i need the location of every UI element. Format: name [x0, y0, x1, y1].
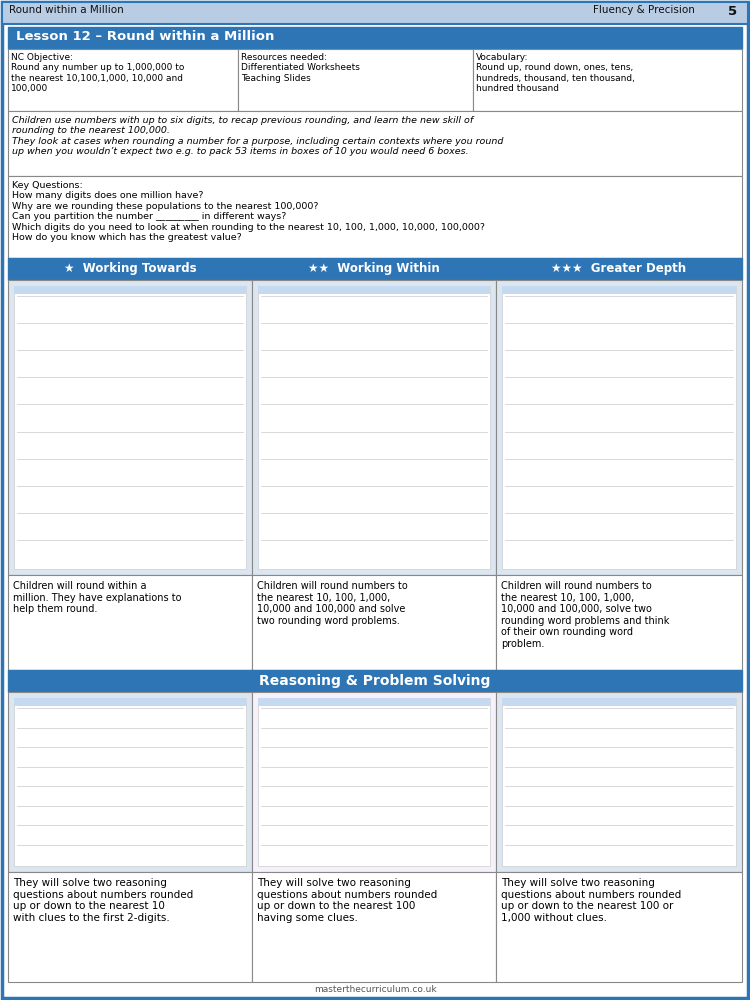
- Bar: [252, 280, 496, 575]
- Bar: [496, 280, 742, 575]
- Text: Resources needed:
Differentiated Worksheets
Teaching Slides: Resources needed: Differentiated Workshe…: [241, 53, 360, 83]
- Bar: [502, 698, 736, 706]
- Bar: [14, 286, 246, 294]
- Bar: [496, 872, 742, 982]
- Text: They will solve two reasoning
questions about numbers rounded
up or down to the : They will solve two reasoning questions …: [501, 878, 681, 923]
- Text: masterthecurriculum.co.uk: masterthecurriculum.co.uk: [314, 985, 436, 994]
- Text: NC Objective:
Round any number up to 1,000,000 to
the nearest 10,100,1,000, 10,0: NC Objective: Round any number up to 1,0…: [11, 53, 184, 93]
- Bar: [252, 258, 496, 280]
- Bar: [502, 286, 736, 569]
- Bar: [258, 698, 490, 706]
- Bar: [252, 872, 496, 982]
- Text: Children use numbers with up to six digits, to recap previous rounding, and lear: Children use numbers with up to six digi…: [12, 116, 503, 156]
- Bar: [473, 49, 742, 111]
- Text: Reasoning & Problem Solving: Reasoning & Problem Solving: [260, 674, 490, 688]
- Bar: [2, 2, 748, 24]
- Text: Children will round numbers to
the nearest 10, 100, 1,000,
10,000 and 100,000, s: Children will round numbers to the neare…: [501, 581, 669, 649]
- Bar: [14, 286, 246, 569]
- Bar: [8, 176, 742, 258]
- Bar: [496, 258, 742, 280]
- Bar: [8, 692, 252, 872]
- Text: 5: 5: [728, 5, 737, 18]
- Bar: [252, 575, 496, 670]
- Text: ★  Working Towards: ★ Working Towards: [64, 262, 196, 275]
- Text: They will solve two reasoning
questions about numbers rounded
up or down to the : They will solve two reasoning questions …: [13, 878, 194, 923]
- Text: Lesson 12 – Round within a Million: Lesson 12 – Round within a Million: [16, 30, 274, 43]
- Bar: [8, 27, 742, 49]
- Bar: [496, 692, 742, 872]
- Text: Round within a Million: Round within a Million: [9, 5, 124, 15]
- Bar: [8, 280, 252, 575]
- Bar: [8, 49, 238, 111]
- Bar: [496, 575, 742, 670]
- Bar: [14, 698, 246, 706]
- Text: Fluency & Precision: Fluency & Precision: [593, 5, 694, 15]
- Text: Children will round within a
million. They have explanations to
help them round.: Children will round within a million. Th…: [13, 581, 181, 614]
- Bar: [258, 286, 490, 569]
- Bar: [502, 286, 736, 294]
- Bar: [258, 698, 490, 866]
- Bar: [8, 872, 252, 982]
- Text: They will solve two reasoning
questions about numbers rounded
up or down to the : They will solve two reasoning questions …: [257, 878, 437, 923]
- Text: Key Questions:
How many digits does one million have?
Why are we rounding these : Key Questions: How many digits does one …: [12, 181, 485, 242]
- Bar: [258, 286, 490, 294]
- Text: Vocabulary:
Round up, round down, ones, tens,
hundreds, thousand, ten thousand,
: Vocabulary: Round up, round down, ones, …: [476, 53, 634, 93]
- Bar: [8, 575, 252, 670]
- Bar: [502, 698, 736, 866]
- Bar: [8, 27, 742, 49]
- Bar: [238, 49, 473, 111]
- Text: ★★  Working Within: ★★ Working Within: [308, 262, 440, 275]
- Bar: [14, 698, 246, 866]
- Bar: [8, 670, 742, 692]
- Bar: [252, 692, 496, 872]
- Bar: [8, 111, 742, 176]
- Bar: [8, 258, 252, 280]
- Text: Children will round numbers to
the nearest 10, 100, 1,000,
10,000 and 100,000 an: Children will round numbers to the neare…: [257, 581, 408, 626]
- Text: ★★★  Greater Depth: ★★★ Greater Depth: [551, 262, 686, 275]
